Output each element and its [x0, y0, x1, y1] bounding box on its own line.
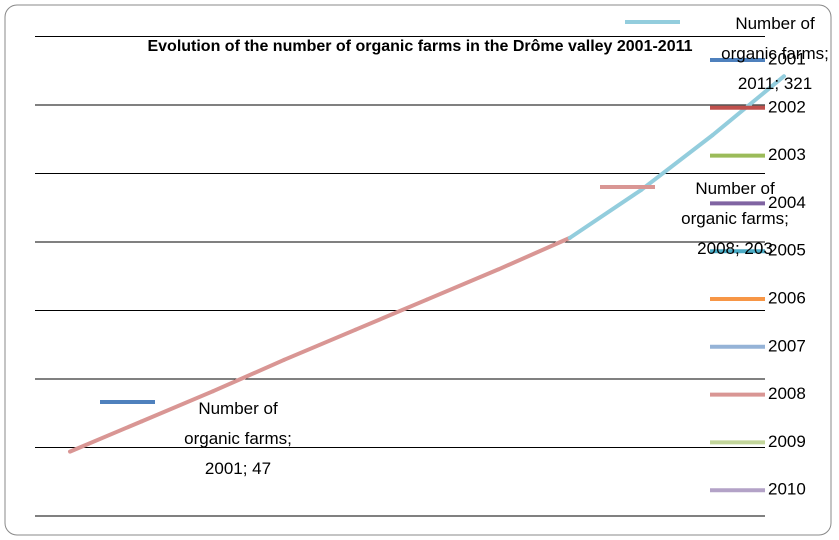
- legend: 2001 2002 2003 2004 2005 2006 2007 2008 2009 2010: [710, 49, 806, 499]
- grid: [35, 36, 765, 517]
- legend-label: 2003: [768, 145, 806, 164]
- chart-title: Evolution of the number of organic farms…: [147, 38, 692, 55]
- line-segment: [567, 187, 644, 240]
- legend-label: 2005: [768, 241, 806, 260]
- legend-label: 2004: [768, 193, 806, 212]
- data-label: Number of organic farms; 2011; 321: [721, 14, 829, 93]
- line-segment: [139, 389, 215, 424]
- legend-label: 2006: [768, 288, 806, 307]
- line-segment: [353, 297, 429, 332]
- data-label: Number of organic farms; 2008; 203: [681, 179, 789, 258]
- data-label: Number of organic farms; 2001; 47: [184, 399, 292, 478]
- line-segment: [210, 357, 287, 394]
- legend-label: 2008: [768, 384, 806, 403]
- plot: [68, 74, 786, 454]
- line-segment: [710, 74, 786, 138]
- line-segment: [639, 133, 715, 192]
- line-segment: [425, 267, 501, 302]
- legend-label: 2009: [768, 432, 806, 451]
- chart-border: [4, 4, 832, 536]
- legend-label: 2007: [768, 336, 806, 355]
- labels: Number of organic farms; 2001; 47 Number of…: [100, 14, 829, 478]
- legend-label: 2002: [768, 97, 806, 116]
- line-segment: [68, 419, 144, 454]
- line-segment: [282, 327, 358, 362]
- line-segment: [496, 235, 572, 272]
- legend-label: 2001: [768, 49, 806, 68]
- legend-label: 2010: [768, 480, 806, 499]
